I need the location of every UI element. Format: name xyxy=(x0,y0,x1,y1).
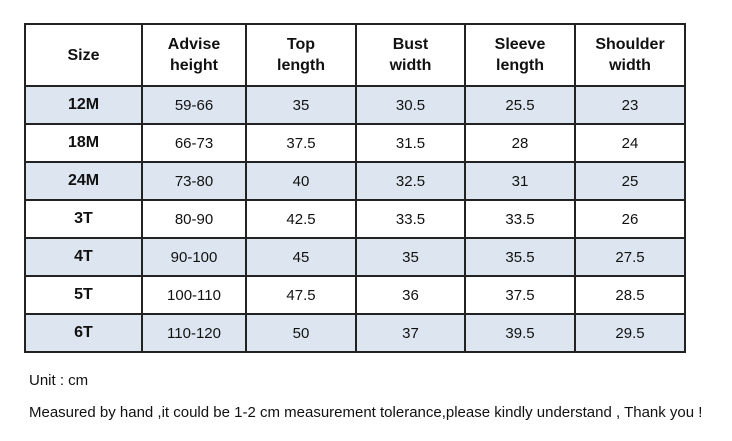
bust-width-cell: 32.5 xyxy=(355,161,466,201)
shoulder-width-cell: 23 xyxy=(574,85,686,125)
top-length-cell: 45 xyxy=(245,237,357,277)
sleeve-length-cell: 28 xyxy=(464,123,576,163)
top-length-cell: 35 xyxy=(245,85,357,125)
top-length-cell: 47.5 xyxy=(245,275,357,315)
advise-height-cell: 90-100 xyxy=(141,237,247,277)
header-bust-width: Bust width xyxy=(355,23,466,87)
unit-note: Unit : cm xyxy=(29,372,89,389)
header-advise-height: Advise height xyxy=(141,23,247,87)
table-row: 24M 73-80 40 32.5 31 25 xyxy=(24,161,686,201)
advise-height-cell: 110-120 xyxy=(141,313,247,353)
shoulder-width-cell: 29.5 xyxy=(574,313,686,353)
size-cell: 6T xyxy=(24,313,143,353)
header-size-label: Size xyxy=(67,46,100,64)
size-cell: 18M xyxy=(24,123,143,163)
size-chart-table: Size Advise height Top length Bust width… xyxy=(24,23,686,353)
header-size: Size xyxy=(24,23,143,87)
header-top-length: Top length xyxy=(245,23,357,87)
bust-width-cell: 37 xyxy=(355,313,466,353)
size-cell: 5T xyxy=(24,275,143,315)
shoulder-width-cell: 26 xyxy=(574,199,686,239)
bust-width-cell: 35 xyxy=(355,237,466,277)
bust-width-cell: 33.5 xyxy=(355,199,466,239)
bust-width-cell: 31.5 xyxy=(355,123,466,163)
size-cell: 24M xyxy=(24,161,143,201)
header-top-length-label: Top length xyxy=(277,36,325,74)
top-length-cell: 40 xyxy=(245,161,357,201)
shoulder-width-cell: 27.5 xyxy=(574,237,686,277)
sleeve-length-cell: 33.5 xyxy=(464,199,576,239)
shoulder-width-cell: 24 xyxy=(574,123,686,163)
sleeve-length-cell: 31 xyxy=(464,161,576,201)
table-row: 18M 66-73 37.5 31.5 28 24 xyxy=(24,123,686,163)
advise-height-cell: 59-66 xyxy=(141,85,247,125)
sleeve-length-cell: 37.5 xyxy=(464,275,576,315)
bust-width-cell: 30.5 xyxy=(355,85,466,125)
size-cell: 4T xyxy=(24,237,143,277)
table-row: 4T 90-100 45 35 35.5 27.5 xyxy=(24,237,686,277)
size-cell: 3T xyxy=(24,199,143,239)
advise-height-cell: 73-80 xyxy=(141,161,247,201)
header-advise-height-label: Advise height xyxy=(167,36,221,74)
sleeve-length-cell: 35.5 xyxy=(464,237,576,277)
bust-width-cell: 36 xyxy=(355,275,466,315)
header-sleeve-length: Sleeve length xyxy=(464,23,576,87)
sleeve-length-cell: 25.5 xyxy=(464,85,576,125)
shoulder-width-cell: 25 xyxy=(574,161,686,201)
shoulder-width-cell: 28.5 xyxy=(574,275,686,315)
size-cell: 12M xyxy=(24,85,143,125)
header-shoulder-width: Shoulder width xyxy=(574,23,686,87)
header-shoulder-width-label: Shoulder width xyxy=(595,36,665,74)
advise-height-cell: 66-73 xyxy=(141,123,247,163)
header-bust-width-label: Bust width xyxy=(389,36,432,74)
advise-height-cell: 100-110 xyxy=(141,275,247,315)
top-length-cell: 50 xyxy=(245,313,357,353)
table-row: 5T 100-110 47.5 36 37.5 28.5 xyxy=(24,275,686,315)
header-row: Size Advise height Top length Bust width… xyxy=(24,23,686,87)
table-row: 12M 59-66 35 30.5 25.5 23 xyxy=(24,85,686,125)
header-sleeve-length-label: Sleeve length xyxy=(494,36,546,74)
top-length-cell: 42.5 xyxy=(245,199,357,239)
top-length-cell: 37.5 xyxy=(245,123,357,163)
advise-height-cell: 80-90 xyxy=(141,199,247,239)
tolerance-note: Measured by hand ,it could be 1-2 cm mea… xyxy=(29,404,703,421)
sleeve-length-cell: 39.5 xyxy=(464,313,576,353)
table-row: 3T 80-90 42.5 33.5 33.5 26 xyxy=(24,199,686,239)
table-row: 6T 110-120 50 37 39.5 29.5 xyxy=(24,313,686,353)
